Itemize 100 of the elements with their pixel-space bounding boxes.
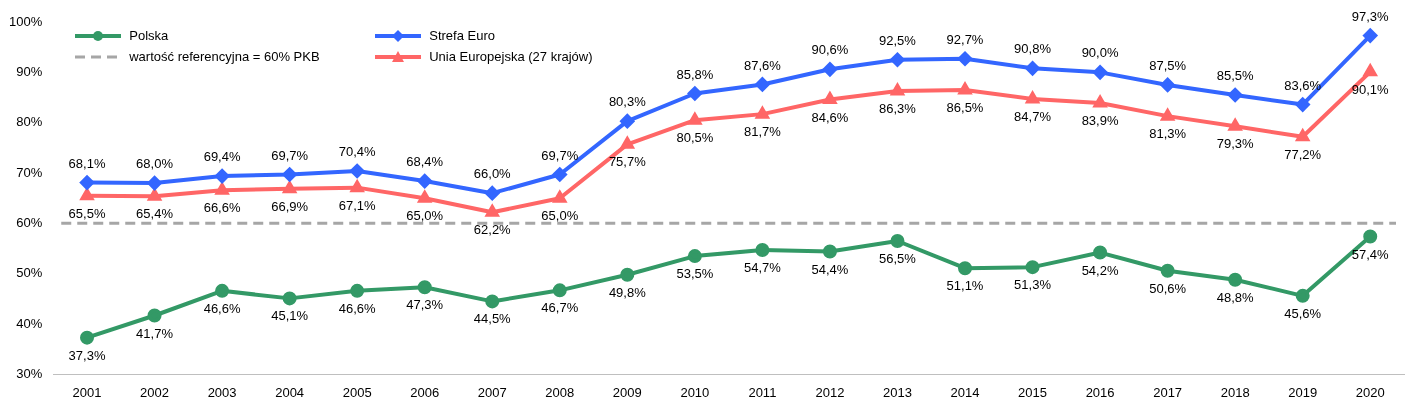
- x-tick-label: 2014: [950, 384, 980, 400]
- point: [147, 308, 162, 323]
- point: [215, 183, 229, 195]
- point: [1025, 61, 1040, 76]
- data-label: 90,8%: [1014, 41, 1052, 57]
- point: [822, 62, 837, 77]
- x-tick-label: 2001: [72, 384, 102, 400]
- point: [1295, 97, 1310, 112]
- point: [485, 186, 500, 201]
- data-label: 92,7%: [946, 31, 984, 47]
- legend-label: Polska: [129, 28, 169, 43]
- point: [958, 261, 973, 276]
- point: [485, 294, 500, 309]
- x-tick-label: 2018: [1220, 384, 1250, 400]
- data-label: 68,0%: [136, 156, 174, 172]
- x-tick-label: 2005: [342, 384, 372, 400]
- data-label: 83,9%: [1081, 113, 1119, 129]
- data-label: 45,6%: [1284, 305, 1322, 321]
- data-label: 68,1%: [68, 155, 106, 171]
- y-tick-label: 90%: [16, 63, 43, 79]
- point: [215, 283, 230, 298]
- point: [80, 175, 95, 190]
- point: [620, 267, 635, 282]
- data-label: 37,3%: [68, 347, 106, 363]
- x-tick-label: 2011: [748, 384, 777, 400]
- data-label: 51,1%: [946, 278, 984, 294]
- data-label: 92,5%: [879, 32, 917, 48]
- data-label: 80,3%: [608, 94, 647, 110]
- x-tick-label: 2007: [477, 384, 507, 400]
- data-label: 66,9%: [271, 198, 309, 214]
- data-label: 85,5%: [1216, 68, 1255, 84]
- x-tick-label: 2004: [275, 384, 305, 400]
- point: [1093, 245, 1108, 260]
- data-label: 79,3%: [1216, 136, 1255, 152]
- data-label: 80,5%: [676, 130, 714, 146]
- point: [687, 249, 702, 264]
- point: [80, 188, 94, 201]
- y-tick-label: 80%: [16, 114, 43, 130]
- point: [1160, 77, 1175, 92]
- point: [958, 82, 972, 95]
- data-label: 69,7%: [271, 147, 309, 163]
- point: [1228, 88, 1243, 102]
- point: [80, 330, 95, 345]
- point: [1025, 260, 1040, 275]
- point: [350, 283, 365, 298]
- data-label: 62,2%: [473, 222, 512, 238]
- data-label: 65,0%: [541, 208, 579, 224]
- data-label: 48,8%: [1216, 289, 1255, 305]
- x-tick-label: 2019: [1288, 384, 1318, 400]
- data-label: 67,1%: [338, 197, 377, 213]
- data-label: 66,0%: [473, 166, 512, 182]
- data-label: 77,2%: [1284, 146, 1322, 162]
- data-label: 44,5%: [473, 311, 512, 327]
- point: [1295, 288, 1310, 303]
- data-label: 46,6%: [203, 300, 241, 316]
- point: [417, 280, 432, 295]
- data-label: 83,6%: [1284, 77, 1322, 93]
- data-label: 90,0%: [1081, 45, 1119, 61]
- data-label: 84,6%: [811, 109, 849, 125]
- point: [822, 90, 838, 105]
- data-label: 90,1%: [1351, 81, 1390, 97]
- point: [350, 180, 364, 193]
- data-label: 87,5%: [1149, 58, 1187, 74]
- data-label: 51,3%: [1014, 277, 1052, 293]
- point: [755, 243, 770, 258]
- point: [687, 86, 702, 101]
- data-label: 81,7%: [743, 124, 782, 140]
- data-label: 47,3%: [406, 297, 444, 313]
- data-label: 49,8%: [608, 284, 647, 300]
- data-label: 54,2%: [1081, 262, 1119, 278]
- x-tick-label: 2009: [612, 384, 642, 400]
- data-label: 86,5%: [946, 100, 984, 116]
- x-tick-label: 2002: [140, 384, 170, 400]
- x-tick-label: 2008: [545, 384, 575, 400]
- data-label: 65,0%: [406, 208, 444, 224]
- point: [418, 191, 432, 203]
- point: [147, 176, 162, 191]
- point: [1160, 263, 1175, 278]
- point: [1363, 28, 1378, 43]
- data-label: 50,6%: [1149, 280, 1187, 296]
- point: [958, 51, 973, 66]
- data-label: 66,6%: [203, 200, 241, 216]
- point: [1363, 229, 1378, 244]
- point: [890, 233, 905, 248]
- legend-label: Strefa Euro: [429, 28, 495, 43]
- data-label: 65,5%: [68, 205, 106, 221]
- point: [552, 283, 567, 298]
- point: [1295, 127, 1311, 142]
- data-label: 46,7%: [541, 300, 579, 316]
- data-label: 90,6%: [811, 42, 849, 58]
- point: [215, 169, 230, 184]
- data-label: 69,4%: [203, 149, 241, 165]
- y-tick-label: 50%: [16, 265, 43, 281]
- data-label: 84,7%: [1014, 109, 1052, 125]
- y-tick-label: 40%: [16, 315, 43, 331]
- point: [822, 244, 837, 259]
- point: [350, 164, 365, 179]
- y-tick-label: 30%: [16, 365, 43, 381]
- point: [1093, 65, 1108, 80]
- x-tick-label: 2010: [680, 384, 710, 400]
